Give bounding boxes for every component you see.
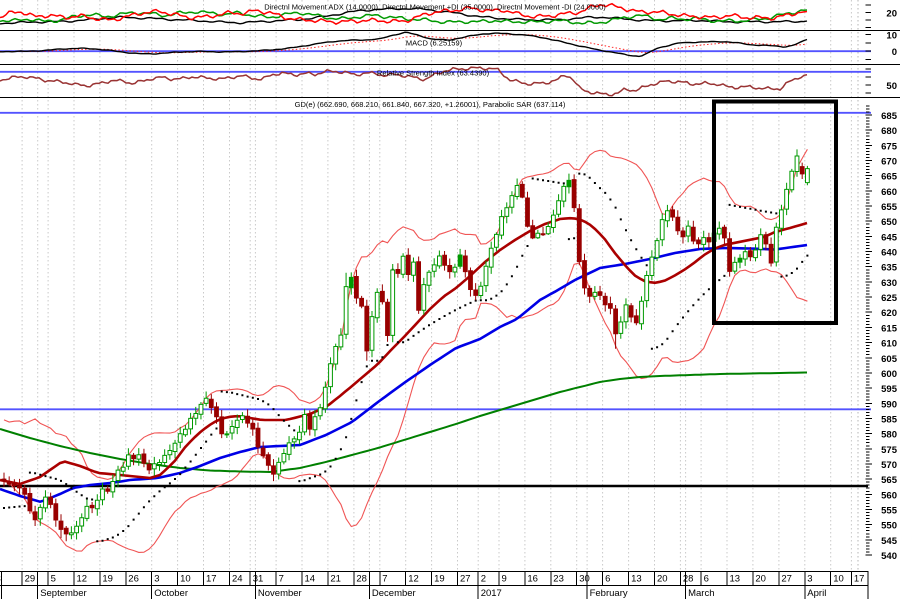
svg-text:27: 27 (781, 574, 792, 585)
svg-text:540: 540 (881, 551, 897, 562)
svg-text:Relative Strength Index (63.43: Relative Strength Index (63.4390) (377, 69, 490, 78)
svg-text:545: 545 (881, 536, 898, 547)
svg-text:615: 615 (881, 323, 898, 334)
svg-text:19: 19 (102, 574, 113, 585)
svg-text:5: 5 (51, 574, 56, 585)
svg-text:13: 13 (631, 574, 642, 585)
svg-text:26: 26 (128, 574, 139, 585)
svg-text:13: 13 (730, 574, 741, 585)
svg-text:November: November (258, 588, 302, 599)
svg-text:28: 28 (683, 574, 694, 585)
svg-text:24: 24 (232, 574, 243, 585)
svg-text:16: 16 (527, 574, 538, 585)
svg-text:31: 31 (253, 574, 264, 585)
svg-text:2017: 2017 (481, 588, 502, 599)
svg-text:17: 17 (206, 574, 217, 585)
svg-text:3: 3 (807, 574, 812, 585)
svg-text:560: 560 (881, 490, 897, 501)
svg-text:605: 605 (881, 354, 898, 365)
svg-text:GD(e) (662.690, 668.210, 661.8: GD(e) (662.690, 668.210, 661.840, 667.32… (295, 100, 566, 109)
svg-text:29: 29 (25, 574, 36, 585)
svg-text:23: 23 (553, 574, 564, 585)
svg-text:610: 610 (881, 339, 897, 350)
svg-text:600: 600 (881, 369, 897, 380)
svg-text:10: 10 (886, 31, 897, 42)
svg-text:9: 9 (502, 574, 507, 585)
svg-text:20: 20 (657, 574, 668, 585)
svg-text:6: 6 (605, 574, 610, 585)
svg-text:2: 2 (481, 574, 486, 585)
svg-text:10: 10 (180, 574, 191, 585)
svg-text:MACD (6.25159): MACD (6.25159) (406, 39, 463, 48)
svg-text:590: 590 (881, 399, 897, 410)
svg-text:660: 660 (881, 187, 897, 198)
svg-text:580: 580 (881, 430, 897, 441)
svg-text:670: 670 (881, 157, 897, 168)
svg-text:635: 635 (881, 263, 898, 274)
svg-text:14: 14 (305, 574, 316, 585)
svg-text:3: 3 (154, 574, 159, 585)
svg-text:17: 17 (854, 574, 865, 585)
svg-text:0: 0 (892, 47, 897, 58)
svg-text:595: 595 (881, 384, 898, 395)
svg-text:640: 640 (881, 248, 897, 259)
svg-text:645: 645 (881, 232, 898, 243)
svg-text:12: 12 (77, 574, 88, 585)
svg-text:570: 570 (881, 460, 897, 471)
svg-text:21: 21 (330, 574, 341, 585)
svg-text:20: 20 (755, 574, 766, 585)
svg-text:625: 625 (881, 293, 898, 304)
svg-text:7: 7 (382, 574, 387, 585)
svg-text:585: 585 (881, 414, 898, 425)
svg-text:6: 6 (704, 574, 709, 585)
svg-text:665: 665 (881, 172, 898, 183)
svg-text:October: October (154, 588, 188, 599)
svg-text:December: December (372, 588, 416, 599)
svg-text:550: 550 (881, 521, 897, 532)
svg-text:20: 20 (886, 8, 897, 19)
svg-text:630: 630 (881, 278, 897, 289)
svg-text:April: April (807, 588, 826, 599)
svg-text:September: September (40, 588, 86, 599)
svg-text:10: 10 (833, 574, 844, 585)
svg-text:30: 30 (579, 574, 590, 585)
svg-text:28: 28 (356, 574, 367, 585)
svg-text:19: 19 (434, 574, 445, 585)
svg-text:3: 3 (0, 574, 1, 585)
svg-text:620: 620 (881, 308, 897, 319)
svg-text:555: 555 (881, 506, 898, 517)
svg-text:7: 7 (279, 574, 284, 585)
svg-text:March: March (688, 588, 714, 599)
svg-text:February: February (590, 588, 628, 599)
svg-text:27: 27 (460, 574, 471, 585)
svg-text:650: 650 (881, 217, 897, 228)
svg-text:655: 655 (881, 202, 898, 213)
svg-text:12: 12 (408, 574, 419, 585)
svg-text:50: 50 (886, 81, 897, 92)
svg-text:675: 675 (881, 141, 898, 152)
svg-text:680: 680 (881, 126, 897, 137)
svg-text:Directnl Movement ADX (14.0000: Directnl Movement ADX (14.0000), Directn… (264, 3, 606, 12)
svg-text:575: 575 (881, 445, 898, 456)
svg-text:565: 565 (881, 475, 898, 486)
svg-text:685: 685 (881, 111, 898, 122)
